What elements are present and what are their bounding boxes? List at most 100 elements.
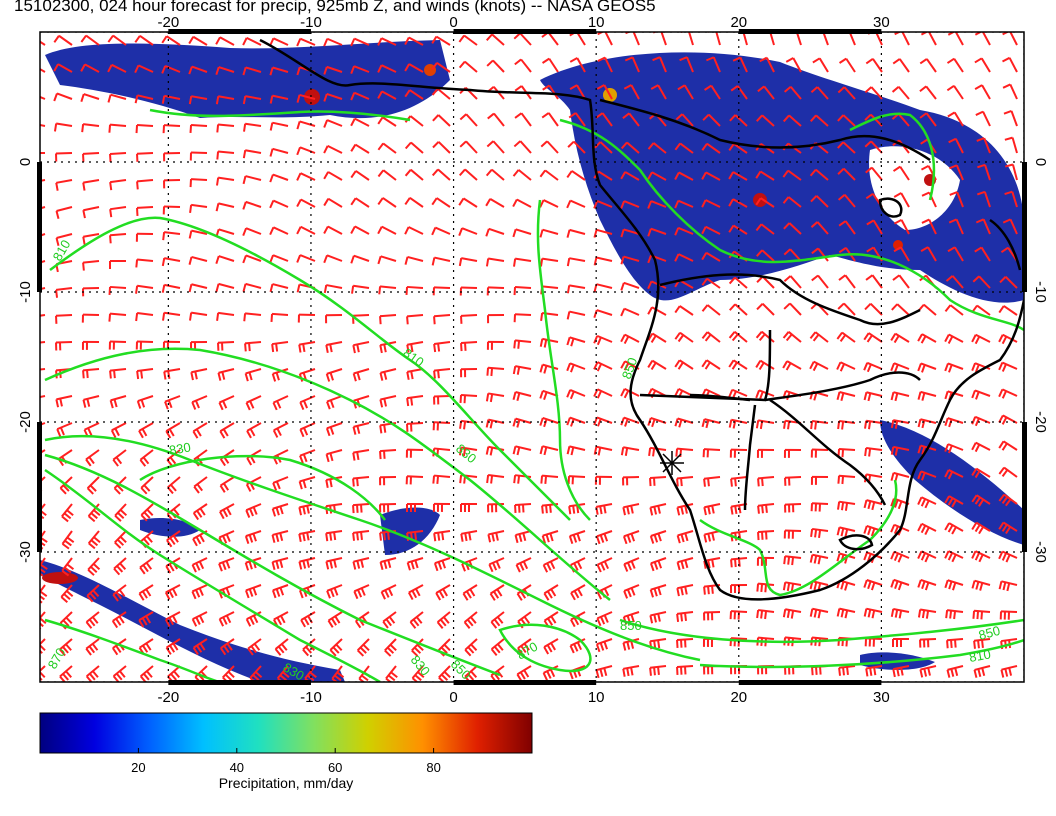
wind-barb: [783, 275, 802, 289]
wind-barb: [274, 638, 289, 656]
wind-barb: [809, 360, 829, 372]
wind-barb: [568, 530, 586, 544]
wind-barb: [917, 578, 937, 591]
wind-barb: [919, 58, 937, 73]
wind-barb: [541, 57, 559, 73]
wind-barb: [40, 179, 46, 182]
wind-barb: [730, 476, 748, 487]
wind-barb: [135, 124, 154, 134]
border: [764, 371, 921, 402]
wind-barb: [140, 503, 154, 522]
wind-barb: [270, 312, 289, 322]
wind-barb: [512, 417, 532, 428]
wind-barb: [139, 557, 154, 575]
wind-barb: [512, 445, 532, 456]
wind-barb: [836, 526, 856, 538]
wind-barb: [298, 530, 316, 543]
wind-barb: [971, 441, 991, 453]
wind-barb: [566, 257, 586, 267]
wind-barb: [593, 445, 613, 456]
wind-barb: [487, 314, 505, 324]
wind-barb: [161, 35, 181, 46]
wind-barb: [728, 198, 748, 208]
wind-barb: [703, 557, 721, 569]
wind-barb: [971, 415, 991, 427]
wind-barb: [539, 363, 559, 374]
wind-barb: [865, 665, 883, 677]
wind-barb: [243, 312, 262, 322]
wind-barb: [433, 530, 451, 542]
wind-barb: [114, 503, 128, 522]
wind-barb: [40, 314, 46, 317]
wind-barb: [755, 197, 775, 208]
wind-barb: [379, 314, 397, 325]
wind-barb: [540, 311, 559, 322]
wind-barb: [811, 247, 829, 262]
wind-barb: [488, 557, 505, 573]
wind-barb: [999, 276, 1018, 289]
wind-barb: [60, 584, 74, 604]
wind-barb: [162, 205, 181, 215]
station-marker: [660, 451, 684, 475]
wind-barb: [272, 476, 289, 491]
wind-barb: [109, 368, 127, 379]
wind-barb: [350, 65, 370, 74]
wind-barb: [759, 56, 775, 73]
wind-barb: [917, 362, 937, 373]
wind-barb: [784, 503, 802, 513]
wind-barb: [114, 530, 127, 549]
lat-tick-label-left: -10: [17, 281, 34, 303]
wind-barb: [112, 449, 127, 467]
wind-barb: [458, 446, 478, 457]
contour-label: 870: [514, 639, 540, 663]
wind-barb: [702, 113, 721, 127]
wind-barb: [407, 584, 424, 601]
wind-barb: [647, 306, 667, 316]
wind-barb: [756, 249, 775, 262]
wind-barb: [593, 334, 613, 346]
colorbar: [39, 712, 533, 754]
wind-barb: [323, 197, 343, 208]
wind-barb: [411, 665, 425, 682]
wind-barb: [949, 164, 964, 181]
wind-barb: [971, 389, 991, 400]
wind-barb: [323, 65, 343, 75]
wind-barb: [972, 275, 991, 289]
wind-barb: [999, 610, 1018, 620]
wind-barb: [113, 557, 127, 576]
wind-barb: [890, 608, 910, 619]
wind-barb: [1002, 32, 1018, 46]
graticule: [40, 32, 1024, 682]
wind-barb: [890, 445, 910, 456]
wind-barb: [944, 304, 964, 316]
wind-barb: [948, 218, 964, 235]
wind-barb: [162, 231, 181, 241]
wind-barb: [919, 85, 937, 100]
wind-barb: [350, 170, 370, 181]
wind-barb: [838, 665, 856, 676]
wind-barb: [86, 476, 100, 495]
lat-tick-label-left: -30: [17, 541, 34, 563]
wind-barb: [296, 198, 316, 208]
coastline-africa: [259, 38, 1024, 601]
wind-barb: [433, 395, 451, 405]
wind-barb: [782, 196, 802, 208]
wind-barb: [649, 530, 667, 544]
wind-barb: [1000, 665, 1018, 678]
wind-barb: [703, 503, 721, 516]
wind-barb: [921, 218, 937, 235]
wind-barb: [136, 152, 154, 162]
precip-core: [304, 89, 320, 105]
wind-barb: [352, 476, 370, 487]
wind-barb: [40, 584, 48, 604]
wind-barb: [242, 175, 262, 185]
frame-tick-segment: [168, 680, 311, 685]
wind-barb: [245, 395, 262, 411]
wind-barb: [163, 368, 181, 380]
wind-barb: [783, 555, 802, 566]
wind-barb: [701, 418, 721, 429]
wind-barb: [701, 199, 721, 208]
wind-barb: [677, 84, 694, 100]
wind-barb: [809, 114, 829, 127]
